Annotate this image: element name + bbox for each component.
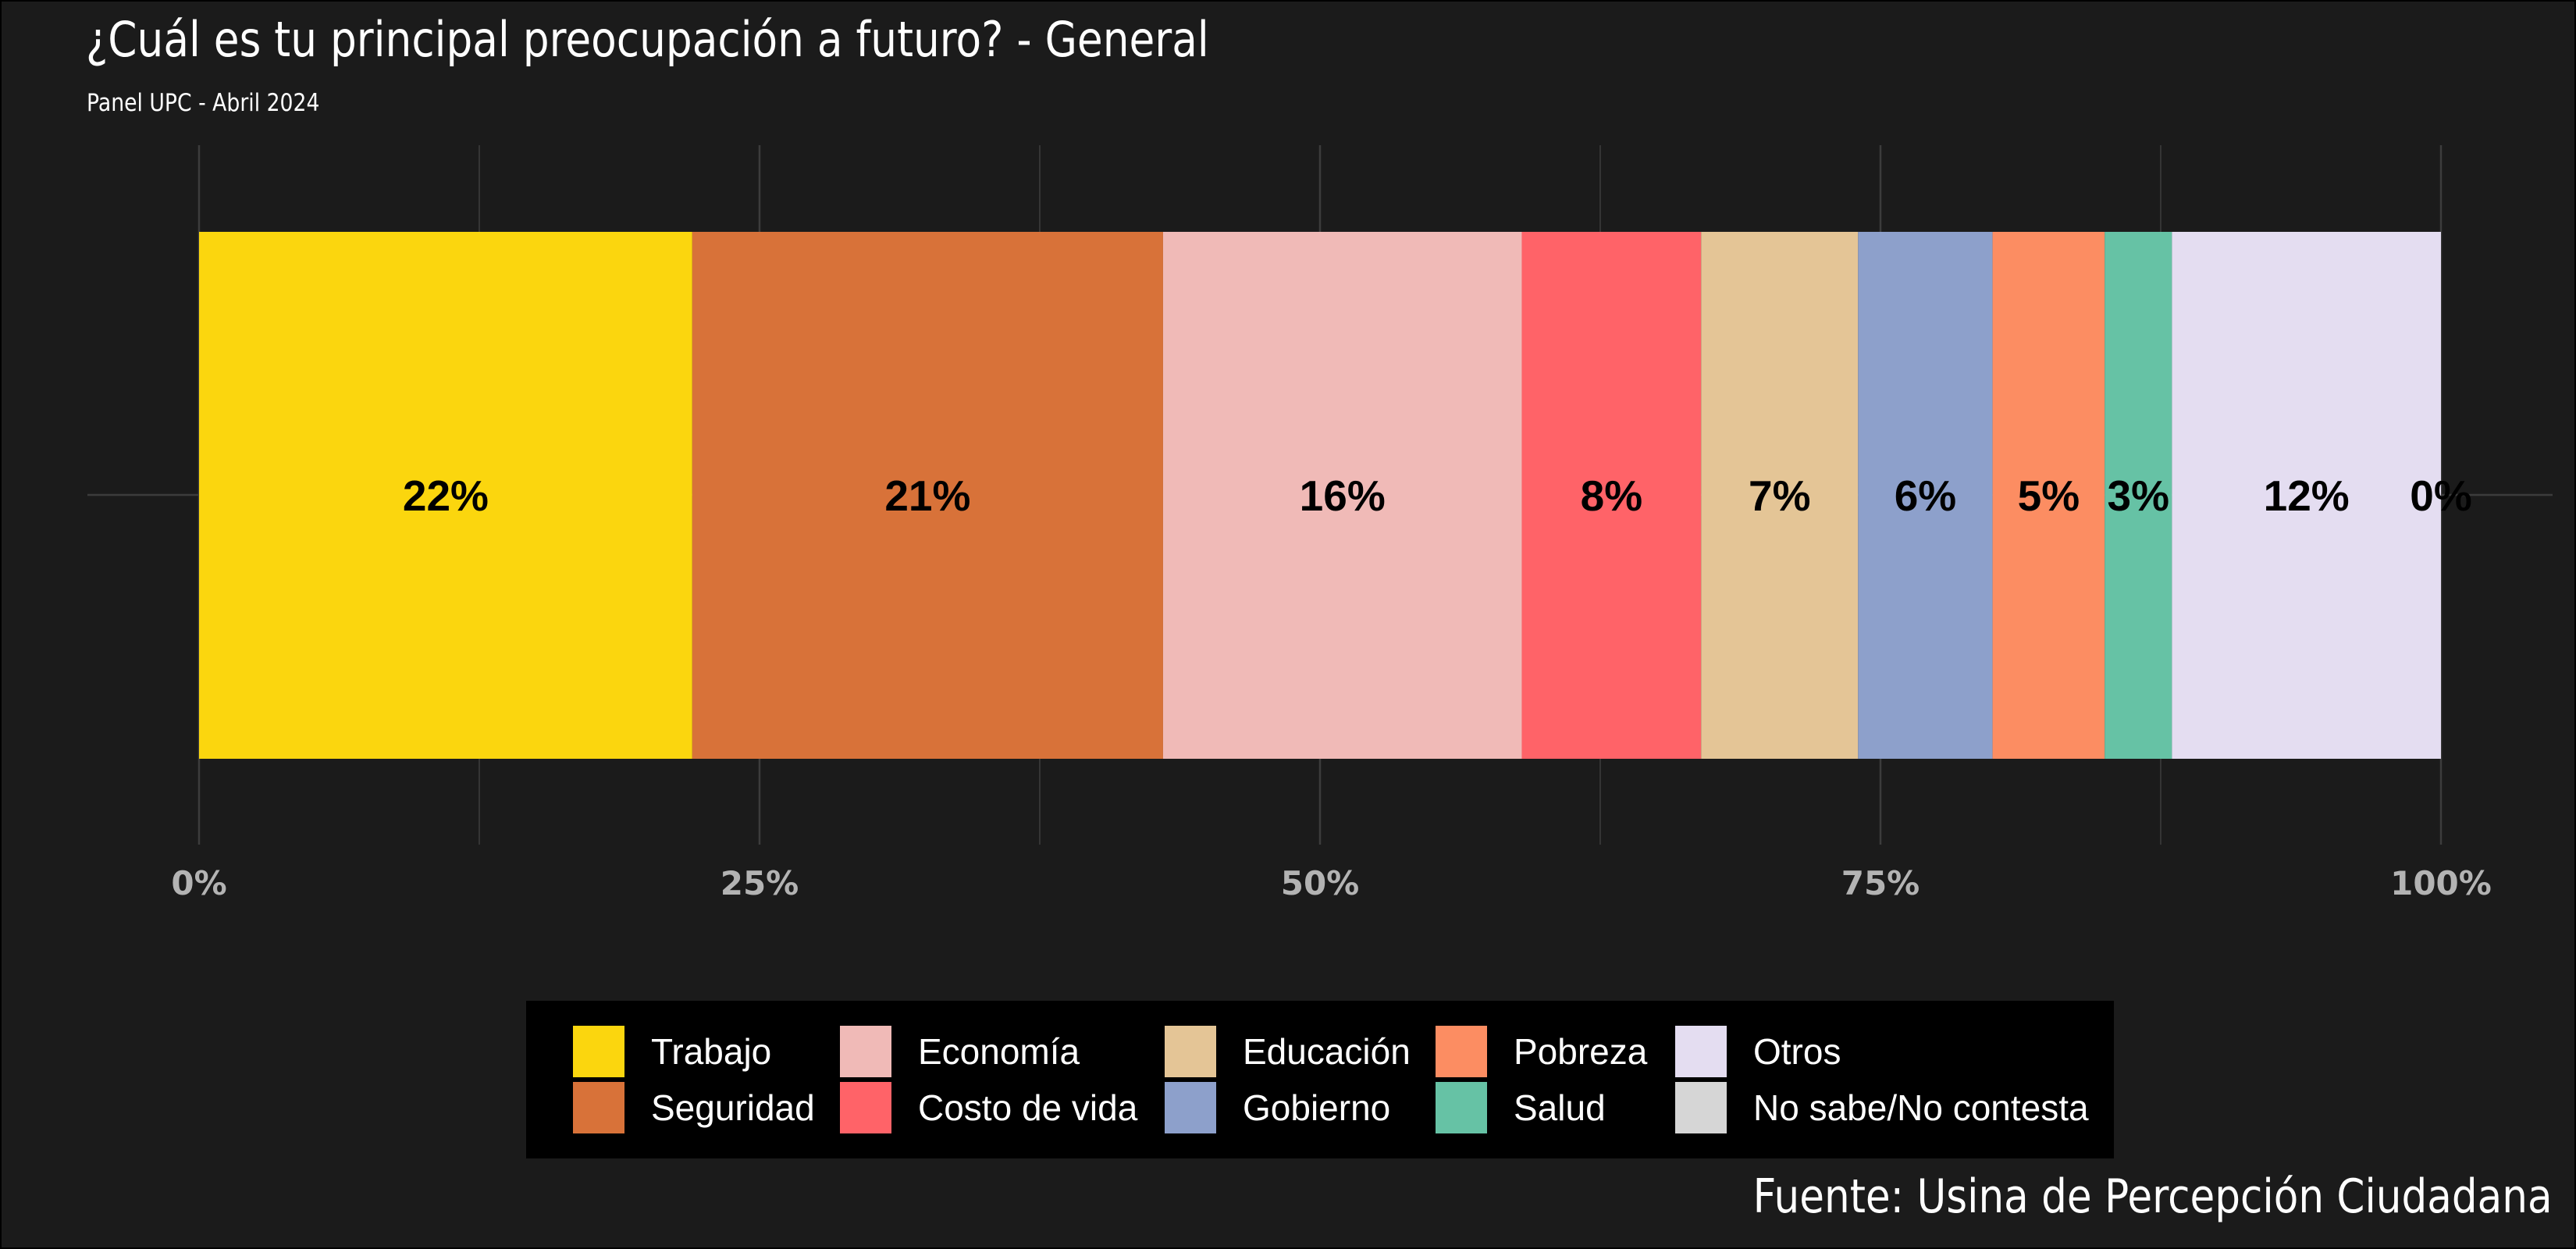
legend-swatch bbox=[1165, 1082, 1216, 1133]
legend-swatch bbox=[573, 1026, 624, 1077]
data-label: 22% bbox=[403, 471, 489, 520]
data-label: 12% bbox=[2264, 471, 2350, 520]
legend-swatch bbox=[1436, 1026, 1487, 1077]
legend-label: Economía bbox=[918, 1031, 1080, 1072]
legend-swatch bbox=[1675, 1026, 1727, 1077]
legend-item: Pobreza bbox=[1436, 1026, 1648, 1077]
x-tick-label: 0% bbox=[171, 864, 226, 902]
data-label: 5% bbox=[2018, 471, 2080, 520]
data-label: 21% bbox=[884, 471, 970, 520]
chart-subtitle: Panel UPC - Abril 2024 bbox=[87, 89, 320, 117]
bar-segment-7 bbox=[2105, 232, 2172, 759]
bar-segment-2 bbox=[1162, 232, 1522, 759]
bar-segment-4 bbox=[1701, 232, 1859, 759]
legend-item: Otros bbox=[1675, 1026, 1841, 1077]
legend-label: No sabe/No contesta bbox=[1753, 1087, 2089, 1128]
data-label: 6% bbox=[1895, 471, 1957, 520]
legend-swatch bbox=[1436, 1082, 1487, 1133]
data-label: 8% bbox=[1581, 471, 1643, 520]
legend-label: Educación bbox=[1243, 1031, 1411, 1072]
bar-segment-5 bbox=[1858, 232, 1993, 759]
data-label: 3% bbox=[2108, 471, 2170, 520]
bar-segment-0 bbox=[199, 232, 692, 759]
x-tick-label: 100% bbox=[2390, 864, 2492, 902]
data-label: 7% bbox=[1749, 471, 1811, 520]
legend-swatch bbox=[1675, 1082, 1727, 1133]
source-caption: Fuente: Usina de Percepción Ciudadana bbox=[1753, 1169, 2553, 1224]
data-label: 0% bbox=[2410, 471, 2472, 520]
legend-item: Trabajo bbox=[573, 1026, 772, 1077]
legend-swatch bbox=[1165, 1026, 1216, 1077]
legend-label: Otros bbox=[1753, 1031, 1841, 1072]
x-tick-label: 50% bbox=[1281, 864, 1360, 902]
legend-swatch bbox=[840, 1026, 891, 1077]
bar-segment-6 bbox=[1992, 232, 2105, 759]
legend-swatch bbox=[573, 1082, 624, 1133]
legend-label: Trabajo bbox=[651, 1031, 772, 1072]
x-tick-label: 75% bbox=[1841, 864, 1920, 902]
legend-label: Costo de vida bbox=[918, 1087, 1138, 1128]
legend: Trabajo Seguridad Economía Costo de vida Edu… bbox=[526, 1001, 2114, 1158]
legend-item: No sabe/No contesta bbox=[1675, 1082, 2089, 1133]
bar-segment-3 bbox=[1521, 232, 1702, 759]
legend-label: Gobierno bbox=[1243, 1087, 1391, 1128]
legend-item: Economía bbox=[840, 1026, 1080, 1077]
chart-title: ¿Cuál es tu principal preocupación a fut… bbox=[86, 11, 1209, 68]
legend-item: Educación bbox=[1165, 1026, 1411, 1077]
legend-label: Salud bbox=[1514, 1087, 1606, 1128]
bar-segment-8 bbox=[2172, 232, 2441, 759]
data-label: 16% bbox=[1300, 471, 1386, 520]
legend-item: Salud bbox=[1436, 1082, 1606, 1133]
x-tick-label: 25% bbox=[720, 864, 799, 902]
legend-item: Gobierno bbox=[1165, 1082, 1391, 1133]
legend-label: Pobreza bbox=[1514, 1031, 1648, 1072]
legend-swatch bbox=[840, 1082, 891, 1133]
legend-label: Seguridad bbox=[651, 1087, 815, 1128]
bar-segment-1 bbox=[692, 232, 1163, 759]
legend-item: Costo de vida bbox=[840, 1082, 1138, 1133]
legend-item: Seguridad bbox=[573, 1082, 815, 1133]
